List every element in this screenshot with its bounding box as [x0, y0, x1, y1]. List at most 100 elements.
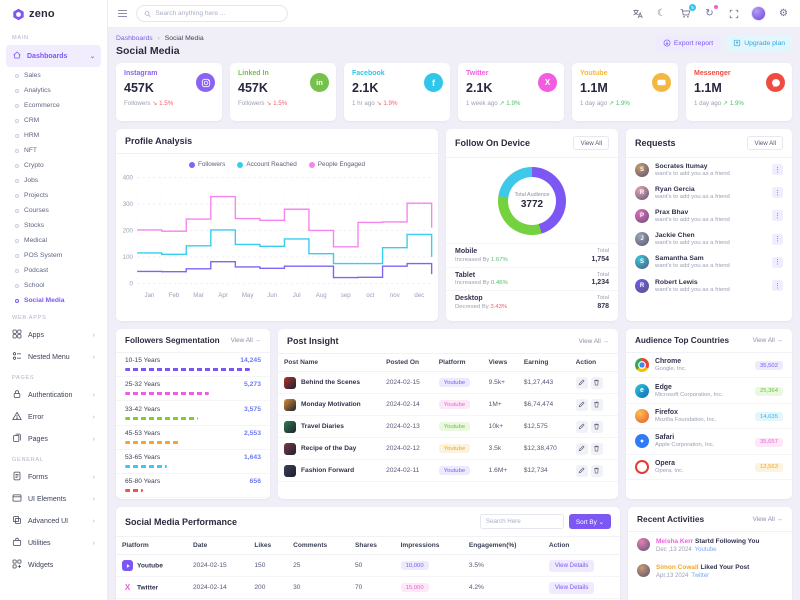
settings-gear-icon[interactable]: ⚙ [779, 8, 788, 19]
view-all-link[interactable]: View All → [752, 515, 783, 523]
view-all-link[interactable]: View All → [578, 337, 609, 345]
sidebar-subitem-jobs[interactable]: Jobs [0, 173, 107, 188]
kebab-menu-icon[interactable]: ⋮ [772, 187, 783, 199]
fullscreen-icon[interactable] [727, 7, 740, 20]
delete-icon[interactable] [590, 442, 603, 455]
sidebar-item-utilities[interactable]: Utilities › [0, 532, 107, 554]
edit-icon[interactable] [575, 442, 588, 455]
export-report-button[interactable]: Export report [655, 35, 721, 51]
sidebar-subitem-stocks[interactable]: Stocks [0, 218, 107, 233]
edit-icon[interactable] [575, 420, 588, 433]
sidebar-section-label: PAGES [12, 375, 35, 381]
zeno-logo-icon [13, 8, 24, 20]
column-header[interactable]: Views [482, 354, 518, 372]
column-header[interactable]: Post Name [278, 354, 381, 372]
view-all-button[interactable]: View All [573, 136, 609, 150]
view-all-button[interactable]: View All [747, 136, 783, 150]
sidebar-subitem-hrm[interactable]: HRM [0, 128, 107, 143]
column-header[interactable]: Date [186, 537, 249, 555]
sidebar-item-ui-elements[interactable]: UI Elements › [0, 488, 107, 510]
upgrade-plan-button[interactable]: Upgrade plan [726, 35, 792, 51]
cart-icon[interactable]: 5 [679, 4, 696, 20]
delete-icon[interactable] [590, 376, 603, 389]
sidebar-item-nested-menu[interactable]: Nested Menu › [0, 346, 107, 368]
view-details-button[interactable]: View Details [548, 581, 595, 594]
sidebar-subitem-medical[interactable]: Medical [0, 233, 107, 248]
global-search[interactable] [136, 5, 288, 22]
post-thumbnail [284, 420, 296, 433]
sidebar-subitem-analytics[interactable]: Analytics [0, 83, 107, 98]
panel-title-follow-on-device: Follow On Device [455, 138, 531, 148]
performance-search-input[interactable] [479, 514, 564, 529]
sidebar-subitem-pos-system[interactable]: POS System [0, 248, 107, 263]
sidebar-item-forms[interactable]: Forms › [0, 466, 107, 488]
follower-count: 2.1K [466, 81, 493, 95]
sidebar-item-advanced-ui[interactable]: Advanced UI › [0, 510, 107, 532]
sidebar-item-error[interactable]: Error › [0, 406, 107, 428]
legend-item-followers[interactable]: Followers [188, 161, 225, 168]
column-header[interactable]: Shares [348, 537, 395, 555]
legend-item-account-reached[interactable]: Account Reached [237, 161, 297, 168]
column-header[interactable]: Posted On [380, 354, 433, 372]
sidebar-subitem-crm[interactable]: CRM [0, 113, 107, 128]
brand-logo[interactable]: zeno [0, 0, 107, 28]
sidebar-item-dashboards[interactable]: Dashboards ⌄ [6, 45, 101, 67]
column-header[interactable]: Engagemen(%) [462, 537, 543, 555]
view-details-button[interactable]: View Details [548, 559, 595, 572]
sidebar-subitem-ecommerce[interactable]: Ecommerce [0, 98, 107, 113]
search-input[interactable] [155, 10, 280, 17]
sidebar-subitem-crypto[interactable]: Crypto [0, 158, 107, 173]
menu-toggle-icon[interactable] [118, 9, 127, 18]
view-all-link[interactable]: View All → [230, 337, 261, 344]
page-content: Dashboards › Social Media Social Media E… [108, 28, 800, 600]
kebab-menu-icon[interactable]: ⋮ [772, 280, 783, 292]
column-header[interactable]: Platform [432, 354, 483, 372]
export-icon [663, 39, 671, 47]
sidebar-subitem-school[interactable]: School [0, 278, 107, 293]
nested-icon [12, 351, 22, 363]
sidebar-subitem-social-media[interactable]: Social Media [0, 293, 107, 308]
column-header[interactable]: Earning [517, 354, 570, 372]
sidebar-item-authentication[interactable]: Authentication › [0, 384, 107, 406]
sidebar-subitem-podcast[interactable]: Podcast [0, 263, 107, 278]
column-header[interactable]: Comments [287, 537, 349, 555]
user-avatar[interactable] [751, 6, 766, 21]
sidebar-subitem-projects[interactable]: Projects [0, 188, 107, 203]
delete-icon[interactable] [590, 420, 603, 433]
column-header[interactable]: Likes [248, 537, 288, 555]
kebab-menu-icon[interactable]: ⋮ [772, 233, 783, 245]
column-header[interactable]: Action [569, 354, 618, 372]
kebab-menu-icon[interactable]: ⋮ [772, 210, 783, 222]
svg-text:0: 0 [130, 281, 134, 288]
legend-item-people-engaged[interactable]: People Engaged [308, 161, 365, 168]
kebab-menu-icon[interactable]: ⋮ [772, 256, 783, 268]
sort-by-button[interactable]: Sort By ⌄ [568, 514, 611, 529]
edit-icon[interactable] [575, 464, 588, 477]
sidebar-subitem-nft[interactable]: NFT [0, 143, 107, 158]
sidebar-item-widgets[interactable]: Widgets [0, 554, 107, 576]
view-all-link[interactable]: View All → [752, 337, 783, 344]
sidebar-subitem-courses[interactable]: Courses [0, 203, 107, 218]
requests-panel: Requests View All S Socrates Itumay want's… [626, 129, 792, 321]
kebab-menu-icon[interactable]: ⋮ [772, 164, 783, 176]
breadcrumb-separator: › [157, 35, 160, 42]
widgets-icon [12, 559, 22, 571]
column-header[interactable]: Impressions [394, 537, 463, 555]
breadcrumb-dashboards[interactable]: Dashboards [116, 35, 153, 42]
svg-text:Apr: Apr [218, 292, 228, 299]
sidebar-item-pages[interactable]: Pages › [0, 428, 107, 450]
delete-icon[interactable] [590, 398, 603, 411]
column-header[interactable]: Platform [116, 537, 187, 555]
translate-icon[interactable] [631, 7, 644, 20]
activity-platform[interactable]: Youtube [694, 546, 717, 553]
column-header[interactable]: Action [542, 537, 620, 555]
activity-platform[interactable]: Twitter [691, 572, 710, 579]
sidebar-item-apps[interactable]: Apps › [0, 324, 107, 346]
edit-icon[interactable] [575, 376, 588, 389]
delete-icon[interactable] [590, 464, 603, 477]
bullet-icon [15, 223, 19, 228]
edit-icon[interactable] [575, 398, 588, 411]
dark-mode-moon-icon[interactable]: ☾ [657, 8, 666, 19]
sidebar-subitem-sales[interactable]: Sales [0, 68, 107, 83]
refresh-icon[interactable]: ↻ [703, 5, 718, 20]
